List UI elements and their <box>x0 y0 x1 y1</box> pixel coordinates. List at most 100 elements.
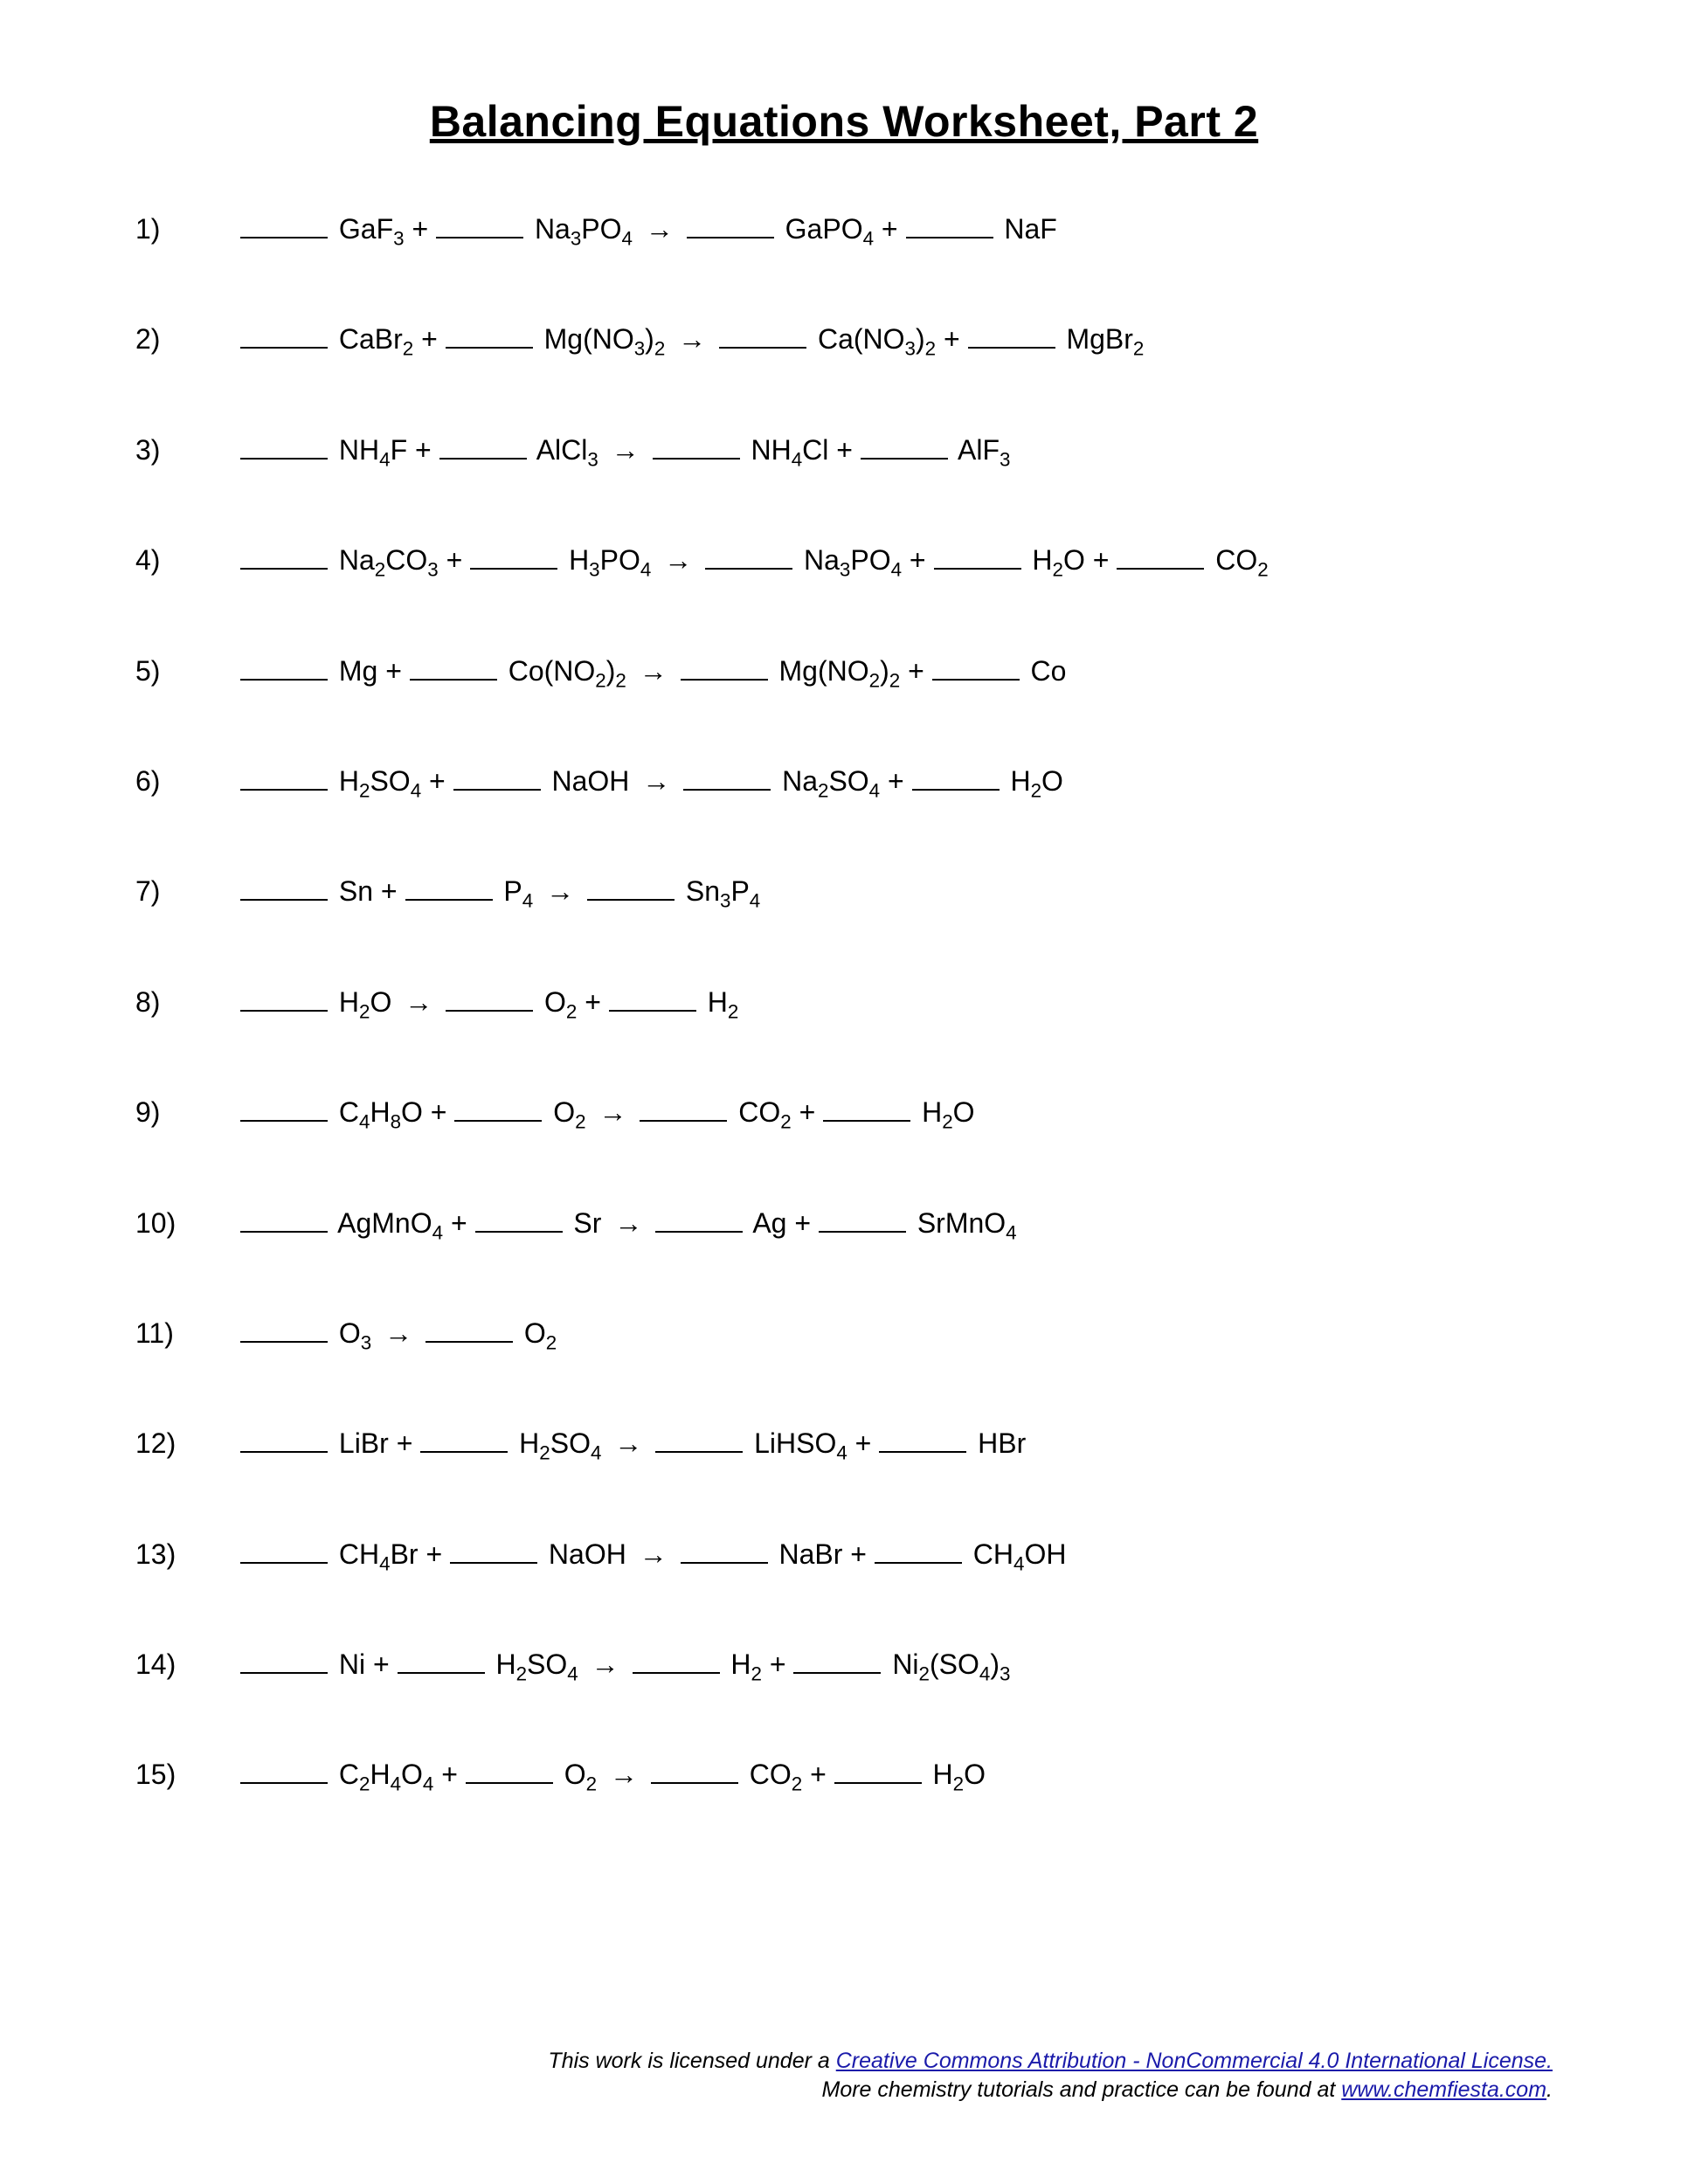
compound: Na2CO3 <box>339 544 439 576</box>
coefficient-blank[interactable] <box>655 1210 743 1233</box>
compound: AgMnO4 <box>337 1207 443 1239</box>
compound: Co(NO2)2 <box>508 655 626 687</box>
coefficient-blank[interactable] <box>968 326 1055 349</box>
coefficient-blank[interactable] <box>240 1099 328 1122</box>
arrow-icon: → <box>594 1095 633 1129</box>
arrow-icon: → <box>541 874 579 908</box>
compound: SrMnO4 <box>917 1207 1017 1239</box>
coefficient-blank[interactable] <box>240 1320 328 1343</box>
compound: H2O <box>339 986 391 1018</box>
coefficient-blank[interactable] <box>681 1541 768 1564</box>
footer-text: More chemistry tutorials and practice ca… <box>822 2077 1342 2102</box>
license-link[interactable]: Creative Commons Attribution - NonCommer… <box>836 2049 1553 2073</box>
coefficient-blank[interactable] <box>436 216 523 238</box>
equation: C4H8O + O2 → CO2 + H2O <box>240 1095 975 1129</box>
coefficient-blank[interactable] <box>240 1541 328 1564</box>
coefficient-blank[interactable] <box>834 1761 922 1784</box>
coefficient-blank[interactable] <box>934 547 1021 570</box>
coefficient-blank[interactable] <box>240 989 328 1012</box>
compound: Na3PO4 <box>535 213 633 245</box>
problem-row: 6) H2SO4 + NaOH → Na2SO4 + H2O <box>135 764 1553 798</box>
compound: O2 <box>524 1317 557 1349</box>
coefficient-blank[interactable] <box>240 1210 328 1233</box>
coefficient-blank[interactable] <box>398 1651 485 1674</box>
coefficient-blank[interactable] <box>681 658 768 681</box>
coefficient-blank[interactable] <box>439 437 527 460</box>
coefficient-blank[interactable] <box>683 768 771 791</box>
problem-row: 14) Ni + H2SO4 → H2 + Ni2(SO4)3 <box>135 1648 1553 1681</box>
compound: LiHSO4 <box>754 1427 847 1459</box>
coefficient-blank[interactable] <box>819 1210 906 1233</box>
coefficient-blank[interactable] <box>425 1320 513 1343</box>
coefficient-blank[interactable] <box>240 1430 328 1453</box>
coefficient-blank[interactable] <box>587 878 675 901</box>
footer-line-2: More chemistry tutorials and practice ca… <box>548 2076 1553 2105</box>
compound: CO2 <box>1215 544 1268 576</box>
coefficient-blank[interactable] <box>454 1099 542 1122</box>
coefficient-blank[interactable] <box>470 547 557 570</box>
compound: AlCl3 <box>536 434 598 466</box>
compound: H2O <box>1010 765 1062 797</box>
arrow-icon: → <box>399 985 438 1019</box>
problem-row: 11) O3 → O2 <box>135 1317 1553 1350</box>
coefficient-blank[interactable] <box>793 1651 881 1674</box>
coefficient-blank[interactable] <box>687 216 774 238</box>
equation: Ni + H2SO4 → H2 + Ni2(SO4)3 <box>240 1648 1010 1681</box>
coefficient-blank[interactable] <box>240 547 328 570</box>
coefficient-blank[interactable] <box>405 878 493 901</box>
coefficient-blank[interactable] <box>240 658 328 681</box>
problem-number: 5) <box>135 654 240 688</box>
problem-number: 13) <box>135 1538 240 1571</box>
compound: Ni <box>339 1648 365 1680</box>
coefficient-blank[interactable] <box>875 1541 962 1564</box>
coefficient-blank[interactable] <box>240 878 328 901</box>
coefficient-blank[interactable] <box>651 1761 738 1784</box>
coefficient-blank[interactable] <box>861 437 948 460</box>
coefficient-blank[interactable] <box>453 768 541 791</box>
coefficient-blank[interactable] <box>240 768 328 791</box>
equation: Na2CO3 + H3PO4 → Na3PO4 + H2O + CO2 <box>240 543 1269 577</box>
problem-row: 2) CaBr2 + Mg(NO3)2 → Ca(NO3)2 + MgBr2 <box>135 322 1553 356</box>
compound: CO2 <box>750 1759 802 1790</box>
coefficient-blank[interactable] <box>446 989 533 1012</box>
coefficient-blank[interactable] <box>932 658 1020 681</box>
problem-row: 15) C2H4O4 + O2 → CO2 + H2O <box>135 1758 1553 1791</box>
coefficient-blank[interactable] <box>240 1651 328 1674</box>
coefficient-blank[interactable] <box>719 326 806 349</box>
footer-text: . <box>1546 2077 1553 2102</box>
arrow-icon: → <box>673 322 711 356</box>
coefficient-blank[interactable] <box>609 989 696 1012</box>
compound: P4 <box>503 875 533 907</box>
site-link[interactable]: www.chemfiesta.com <box>1341 2077 1546 2102</box>
coefficient-blank[interactable] <box>906 216 993 238</box>
coefficient-blank[interactable] <box>446 326 533 349</box>
coefficient-blank[interactable] <box>655 1430 743 1453</box>
coefficient-blank[interactable] <box>879 1430 966 1453</box>
problem-number: 11) <box>135 1317 240 1350</box>
coefficient-blank[interactable] <box>1117 547 1204 570</box>
equation: Sn + P4 → Sn3P4 <box>240 874 760 908</box>
compound: NH4Cl <box>751 434 829 466</box>
coefficient-blank[interactable] <box>653 437 740 460</box>
coefficient-blank[interactable] <box>420 1430 508 1453</box>
coefficient-blank[interactable] <box>240 437 328 460</box>
coefficient-blank[interactable] <box>450 1541 537 1564</box>
compound: Na3PO4 <box>804 544 902 576</box>
coefficient-blank[interactable] <box>912 768 1000 791</box>
compound: GaF3 <box>339 213 405 245</box>
compound: H2 <box>708 986 739 1018</box>
coefficient-blank[interactable] <box>466 1761 553 1784</box>
compound: Co <box>1031 655 1067 687</box>
coefficient-blank[interactable] <box>633 1651 720 1674</box>
coefficient-blank[interactable] <box>475 1210 563 1233</box>
coefficient-blank[interactable] <box>410 658 497 681</box>
compound: NH4F <box>339 434 407 466</box>
compound: Mg <box>339 655 377 687</box>
coefficient-blank[interactable] <box>240 216 328 238</box>
coefficient-blank[interactable] <box>705 547 792 570</box>
coefficient-blank[interactable] <box>640 1099 727 1122</box>
coefficient-blank[interactable] <box>240 1761 328 1784</box>
coefficient-blank[interactable] <box>240 326 328 349</box>
coefficient-blank[interactable] <box>823 1099 910 1122</box>
compound: AlF3 <box>958 434 1010 466</box>
